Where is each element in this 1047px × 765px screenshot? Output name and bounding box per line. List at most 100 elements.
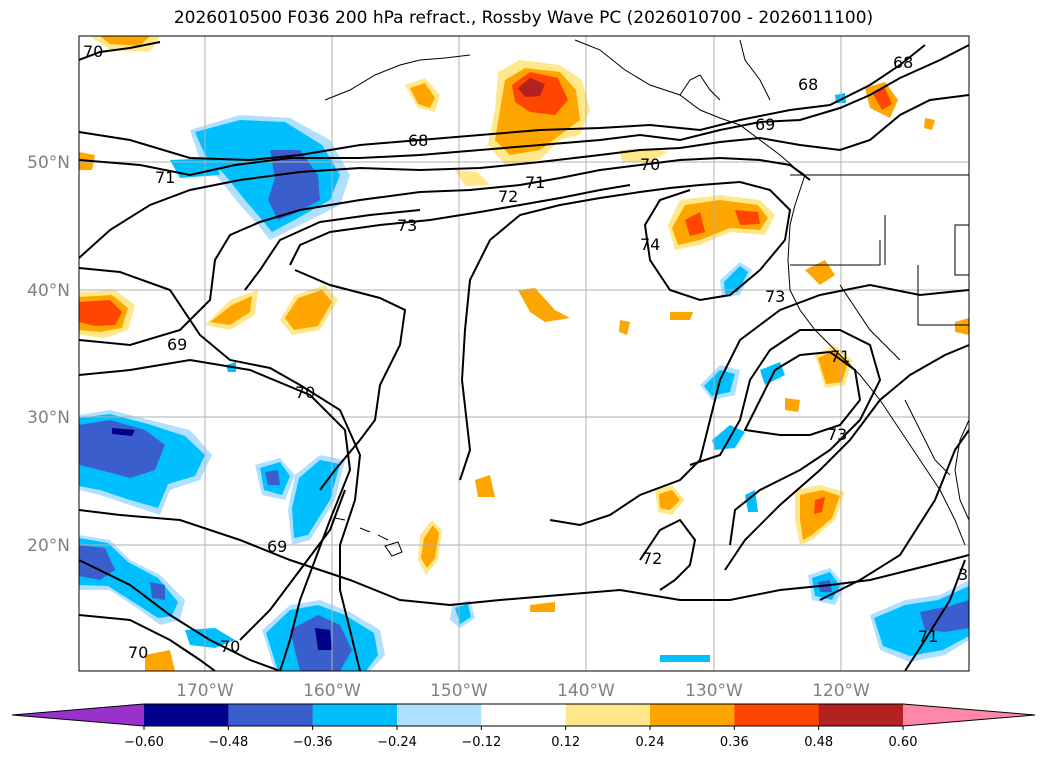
- negative-anomaly-area: [268, 150, 320, 220]
- contour-label: 70: [220, 637, 240, 656]
- negative-anomaly-area: [724, 266, 748, 294]
- contour-line: [244, 209, 421, 291]
- map-frame: [78, 35, 970, 672]
- contour-line: [639, 518, 697, 591]
- mexico-coast: [954, 419, 969, 521]
- contour-line: [79, 358, 352, 671]
- positive-anomaly-area: [924, 118, 935, 130]
- contour-labels: 70 68 68 68 69 71 70 71 72 73 74 73 69 7…: [83, 42, 968, 662]
- contour-line: [79, 614, 216, 671]
- hawaii-island: [359, 527, 371, 533]
- lat-label: 50°N: [27, 153, 70, 173]
- hawaii-island: [377, 534, 389, 541]
- contour-label: 71: [830, 347, 850, 366]
- negative-anomaly-area: [79, 545, 115, 580]
- state-border: [954, 224, 969, 276]
- lon-axis-labels: 170°W 160°W 150°W 140°W 130°W 120°W: [176, 681, 870, 701]
- lat-axis-labels: 50°N 40°N 30°N 20°N: [27, 153, 70, 556]
- lat-label: 20°N: [27, 536, 70, 556]
- contour-line: [294, 269, 407, 491]
- positive-anomaly-area: [685, 212, 705, 236]
- contour-label: 71: [155, 168, 175, 187]
- lat-label: 30°N: [27, 408, 70, 428]
- contour-label: 71: [918, 627, 938, 646]
- colorbar-segment: [397, 704, 482, 726]
- positive-anomaly-area: [955, 318, 969, 335]
- colorbar-segment: [228, 704, 314, 726]
- negative-anomaly-area: [874, 586, 969, 656]
- contour-label: 72: [498, 187, 518, 206]
- positive-anomaly-area: [735, 210, 760, 225]
- state-border: [790, 240, 881, 266]
- contour-line: [289, 184, 631, 266]
- colorbar-tick-label: 0.48: [804, 735, 833, 750]
- colorbar-segment: [650, 704, 735, 726]
- colorbar-tick-label: −0.60: [124, 735, 164, 750]
- positive-anomaly-area: [79, 300, 122, 326]
- contour-line: [79, 267, 362, 671]
- positive-anomaly-area: [455, 170, 490, 186]
- negative-anomaly-area: [150, 582, 165, 600]
- negative-anomaly-area: [920, 600, 969, 632]
- lat-label: 40°N: [27, 281, 70, 301]
- contour-label: 69: [755, 115, 775, 134]
- colorbar-segment: [481, 704, 567, 726]
- refractive-index-contours: [79, 41, 969, 671]
- canada-coast: [739, 39, 771, 101]
- negative-anomaly-area: [79, 420, 165, 478]
- lon-label: 140°W: [557, 681, 615, 701]
- contour-label: 73: [827, 425, 847, 444]
- contour-line: [459, 180, 792, 481]
- contour-line: [79, 41, 161, 61]
- contour-label: 72: [642, 549, 662, 568]
- colorbar-tick-label: −0.12: [461, 735, 501, 750]
- contour-label: 70: [295, 383, 315, 402]
- gulf-of-california-coast: [904, 399, 951, 476]
- positive-anomaly-area: [421, 525, 439, 568]
- positive-anomaly-area: [785, 398, 800, 412]
- gridlines: [79, 36, 969, 671]
- contour-line: [79, 44, 926, 162]
- negative-anomaly-area: [265, 470, 280, 485]
- contour-line: [79, 509, 969, 607]
- lon-label: 120°W: [812, 681, 870, 701]
- negative-anomaly-area: [112, 428, 135, 436]
- colorbar-tick-label: −0.48: [208, 735, 248, 750]
- contour-line: [239, 489, 346, 641]
- contour-line: [79, 156, 811, 347]
- contour-line: [79, 44, 969, 177]
- positive-anomaly-area: [410, 83, 435, 108]
- contour-label: 71: [525, 173, 545, 192]
- contour-line: [743, 350, 862, 436]
- positive-anomaly-area: [100, 36, 150, 46]
- contour-line: [819, 429, 969, 601]
- contour-label: 68: [893, 53, 913, 72]
- contour-label: 70: [128, 643, 148, 662]
- lon-label: 170°W: [176, 681, 234, 701]
- negative-anomaly-area: [315, 628, 332, 650]
- lon-label: 130°W: [685, 681, 743, 701]
- colorbar-tick-label: 0.24: [636, 735, 665, 750]
- contour-label: 73: [765, 287, 785, 306]
- contour-label: 3: [958, 565, 968, 584]
- positive-anomaly-area: [145, 650, 175, 671]
- positive-anomaly-area: [475, 475, 495, 497]
- island-coast: [679, 74, 721, 101]
- colorbar-extend-max: [903, 704, 1035, 726]
- contour-line: [549, 283, 969, 527]
- colorbar: −0.60 −0.48 −0.36 −0.24 −0.12 0.12 0.24 0.36 0.4…: [11, 703, 1036, 750]
- positive-anomaly-area: [210, 296, 252, 325]
- state-border: [917, 265, 969, 326]
- colorbar-segment: [734, 704, 820, 726]
- colorbar-segment: [565, 704, 651, 726]
- california-border: [839, 284, 901, 361]
- positive-anomaly-area: [518, 78, 545, 97]
- positive-anomaly-area: [619, 320, 630, 335]
- positive-anomaly-area: [805, 260, 835, 285]
- lon-label: 150°W: [430, 681, 488, 701]
- colorbar-segment: [312, 704, 398, 726]
- contour-line: [79, 559, 281, 671]
- contour-label: 74: [640, 235, 660, 254]
- contour-label: 70: [83, 42, 103, 61]
